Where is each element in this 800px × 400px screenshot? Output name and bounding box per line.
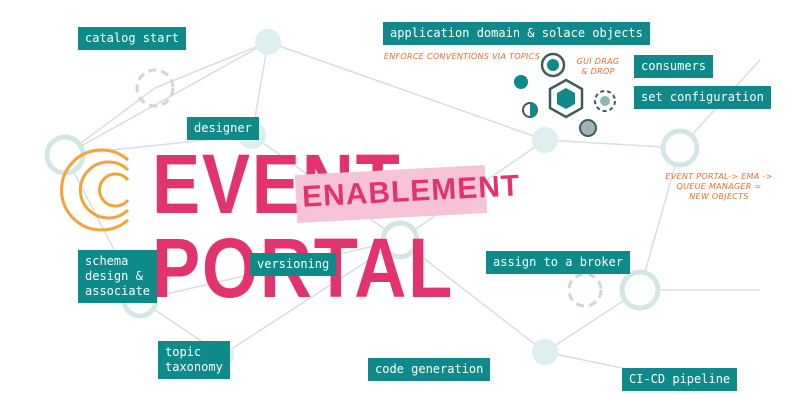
tag-code-generation: code generation	[368, 358, 491, 381]
tag-cicd-pipeline: CI-CD pipeline	[622, 368, 738, 391]
tag-versioning: versioning	[250, 253, 337, 276]
tag-assign-to-broker: assign to a broker	[486, 251, 631, 274]
tag-catalog-start: catalog start	[78, 27, 186, 50]
tag-application-domain: application domain & solace objects	[383, 22, 650, 45]
tag-consumers: consumers	[634, 55, 714, 78]
tag-topic-taxonomy: topic taxonomy	[158, 341, 230, 379]
note-gui-drag-drop: GUI DRAG & DROP	[576, 57, 620, 76]
gui-icons	[514, 52, 616, 137]
note-enforce-conventions: ENFORCE CONVENTIONS VIA TOPICS	[383, 52, 541, 61]
tag-set-configuration: set configuration	[634, 86, 771, 109]
tag-schema-design: schema design & associate	[78, 250, 158, 303]
note-ema-queue-manager: EVENT PORTAL-> EMA -> QUEUE MANAGER = NE…	[665, 172, 773, 201]
tag-designer: designer	[187, 117, 259, 140]
